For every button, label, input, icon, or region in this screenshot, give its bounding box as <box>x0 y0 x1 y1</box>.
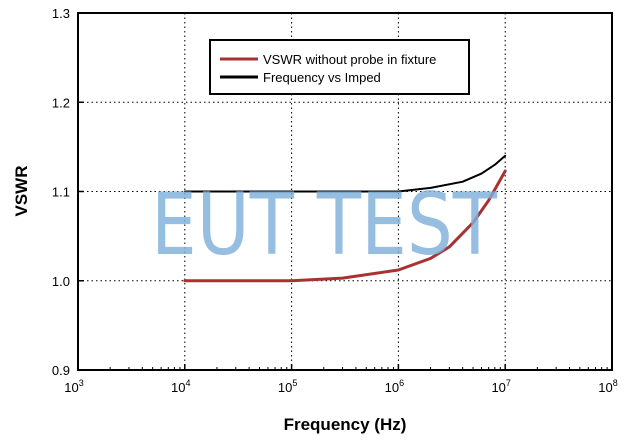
watermark: EUT TEST <box>151 175 497 275</box>
y-tick-label: 1.2 <box>52 95 70 110</box>
x-tick-label: 104 <box>171 378 190 395</box>
x-axis-title: Frequency (Hz) <box>284 415 407 434</box>
x-tick-label: 103 <box>64 378 83 395</box>
y-tick-label: 1.0 <box>52 274 70 289</box>
x-tick-label: 107 <box>491 378 510 395</box>
x-ticks: 103 104 105 106 107 108 <box>64 364 618 395</box>
x-tick-label: 106 <box>385 378 404 395</box>
y-tick-label: 1.1 <box>52 185 70 200</box>
series-lines <box>183 154 507 283</box>
legend-label-imped: Frequency vs Imped <box>263 70 381 85</box>
legend-label-vswr: VSWR without probe in fixture <box>263 52 436 67</box>
legend-box <box>209 39 470 95</box>
series-line-vswr <box>183 169 507 283</box>
series-line-imped <box>183 154 507 193</box>
y-ticks: 0.9 1.0 1.1 1.2 1.3 <box>52 6 84 378</box>
x-tick-label: 108 <box>598 378 617 395</box>
y-tick-label: 0.9 <box>52 363 70 378</box>
y-axis-title: VSWR <box>12 166 31 217</box>
x-tick-label: 105 <box>278 378 297 395</box>
legend: VSWR without probe in fixture Frequency … <box>209 39 470 95</box>
y-tick-label: 1.3 <box>52 6 70 21</box>
